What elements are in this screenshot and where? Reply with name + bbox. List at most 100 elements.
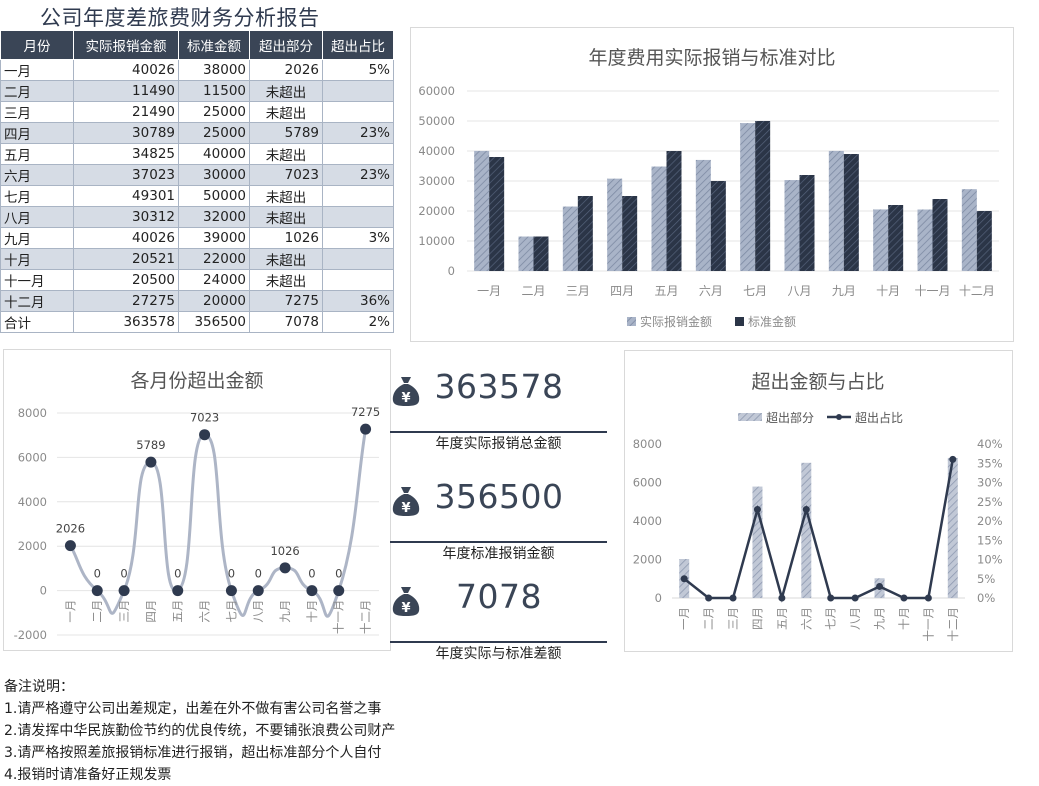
money-bag-icon: ¥ <box>392 587 420 616</box>
column-header: 超出占比 <box>322 30 394 60</box>
excess-and-ratio-chart: 超出金额与占比 0 2000 4000 6000 8000 0% 5% 10% 15% 20% 25%… <box>633 371 1003 642</box>
y2-tick-label: 35% <box>977 456 1003 470</box>
kpi-divider <box>390 431 607 433</box>
x-tick-label: 一月 <box>477 284 501 298</box>
bar-excess <box>752 486 763 598</box>
table-cell: 363578 <box>73 311 179 333</box>
bar-chart-panel: 年度费用实际报销与标准对比 0 10000 20000 30000 40000 50000 6… <box>410 27 1014 342</box>
y-tick-label: 4000 <box>633 514 662 528</box>
y-tick-label: 6000 <box>18 450 47 464</box>
table-row: 十一月 20500 24000 未超出 <box>0 269 394 291</box>
ratio-point <box>876 582 884 590</box>
table-cell <box>322 101 394 123</box>
table-cell: 50000 <box>178 185 250 207</box>
table-cell: 2026 <box>249 59 323 81</box>
x-tick-label: 十一月 <box>914 284 950 298</box>
data-label: 0 <box>308 567 315 581</box>
legend-label: 标准金额 <box>748 314 796 329</box>
data-point <box>225 585 237 597</box>
kpi-value: 356500 <box>434 477 564 516</box>
bar-actual <box>828 150 844 271</box>
table-row: 合计 363578 356500 7078 2% <box>0 311 394 333</box>
actual-vs-standard-chart: 年度费用实际报销与标准对比 0 10000 20000 30000 40000 50000 6… <box>418 47 999 329</box>
x-tick-label: 二月 <box>90 600 104 623</box>
table-cell: 36% <box>322 290 394 312</box>
yen-glyph: ¥ <box>401 391 410 406</box>
data-label: 0 <box>335 567 342 581</box>
table-cell: 24000 <box>178 269 250 291</box>
y2-tick-label: 15% <box>977 533 1003 547</box>
table-cell: 八月 <box>0 206 74 228</box>
bar-standard <box>489 157 505 271</box>
table-cell <box>322 248 394 270</box>
ratio-point <box>705 594 713 602</box>
x-tick-label: 六月 <box>198 600 212 623</box>
y-tick-label: 2000 <box>633 553 662 567</box>
y-tick-label: 10000 <box>418 234 455 248</box>
bar-actual <box>651 166 667 271</box>
x-tick-label: 八月 <box>848 607 862 630</box>
data-point <box>172 585 184 597</box>
table-cell: 未超出 <box>249 101 323 123</box>
legend-label: 超出占比 <box>855 410 903 425</box>
data-point <box>91 585 103 597</box>
data-point <box>64 540 76 552</box>
table-cell: 5% <box>322 59 394 81</box>
data-point <box>279 562 291 574</box>
y2-tick-label: 20% <box>977 514 1003 528</box>
column-header: 标准金额 <box>178 30 250 60</box>
bar-actual <box>961 189 977 271</box>
x-tick-label: 二月 <box>702 607 716 630</box>
table-body: 一月 40026 38000 2026 5% 二月 11490 11500 未超出 三月 21490… <box>0 59 394 333</box>
x-tick-label: 十一月 <box>332 600 346 635</box>
bar-actual <box>607 178 623 271</box>
data-label: 0 <box>94 567 101 581</box>
table-cell: 2% <box>322 311 394 333</box>
bar-standard <box>932 199 948 271</box>
y2-tick-label: 5% <box>977 572 995 586</box>
data-label: 0 <box>228 567 235 581</box>
legend-swatch-standard <box>735 317 744 326</box>
table-cell: 27275 <box>73 290 179 312</box>
x-tick-label: 四月 <box>144 600 158 623</box>
x-tick-label: 七月 <box>824 607 838 630</box>
table-cell: 38000 <box>178 59 250 81</box>
kpi-value: 363578 <box>434 367 564 406</box>
x-tick-label: 七月 <box>224 600 238 623</box>
legend-label: 超出部分 <box>766 410 814 425</box>
table-cell: 23% <box>322 122 394 144</box>
ratio-point <box>802 505 810 513</box>
table-cell: 25000 <box>178 122 250 144</box>
table-row: 四月 30789 25000 5789 23% <box>0 122 394 144</box>
bar-actual <box>784 180 800 271</box>
table-cell: 7275 <box>249 290 323 312</box>
chart-title: 超出金额与占比 <box>751 371 884 393</box>
chart-title: 各月份超出金额 <box>130 370 263 392</box>
x-tick-label: 二月 <box>521 284 545 298</box>
data-point <box>199 429 211 441</box>
table-cell: 1026 <box>249 227 323 249</box>
money-bag-icon: ¥ <box>392 377 420 406</box>
x-tick-label: 九月 <box>832 284 856 298</box>
bar-standard <box>843 154 859 271</box>
table-cell: 六月 <box>0 164 74 186</box>
x-tick-label: 十一月 <box>921 607 935 642</box>
legend-label: 实际报销金额 <box>640 314 712 329</box>
table-cell: 7023 <box>249 164 323 186</box>
table-cell: 356500 <box>178 311 250 333</box>
x-tick-label: 六月 <box>699 284 723 298</box>
table-cell: 三月 <box>0 101 74 123</box>
table-cell: 34825 <box>73 143 179 165</box>
bar-standard <box>577 196 593 271</box>
y-tick-label: 0 <box>448 264 455 278</box>
x-tick-label: 四月 <box>610 284 634 298</box>
data-label: 5789 <box>136 438 165 452</box>
table-cell: 未超出 <box>249 143 323 165</box>
page-title: 公司年度差旅费财务分析报告 <box>40 6 320 30</box>
table-cell: 30000 <box>178 164 250 186</box>
table-cell: 未超出 <box>249 80 323 102</box>
table-cell <box>322 269 394 291</box>
yen-glyph: ¥ <box>401 501 410 516</box>
data-label: 0 <box>174 567 181 581</box>
data-label: 2026 <box>56 522 85 536</box>
